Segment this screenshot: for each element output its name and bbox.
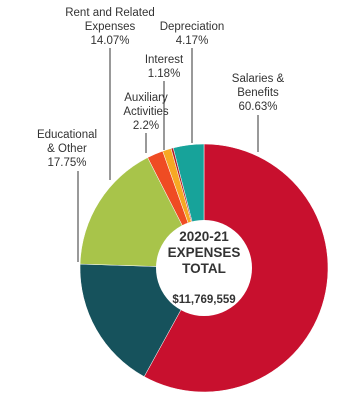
rent-label-line-2: Expenses bbox=[85, 21, 136, 33]
donut-slices bbox=[79, 143, 329, 393]
rent-value: 14.07% bbox=[90, 35, 129, 47]
auxiliary-label-line-1: Auxiliary bbox=[124, 92, 168, 104]
auxiliary-value: 2.2% bbox=[133, 120, 159, 132]
salaries-value: 60.63% bbox=[238, 101, 277, 113]
donut-hole bbox=[156, 220, 252, 316]
salaries-label-line-1: Salaries & bbox=[232, 73, 285, 85]
depreciation-label: Depreciation bbox=[160, 21, 225, 33]
depreciation-value: 4.17% bbox=[176, 35, 209, 47]
rent-label-line-1: Rent and Related bbox=[65, 7, 155, 19]
center-title-line-3: TOTAL bbox=[182, 261, 226, 276]
educational-value: 17.75% bbox=[47, 157, 86, 169]
interest-label: Interest bbox=[145, 54, 184, 66]
center-label: 2020-21 EXPENSES TOTAL $11,769,559 bbox=[168, 229, 241, 306]
auxiliary-label-line-2: Activities bbox=[123, 106, 169, 118]
slice-labels: Rent and Related Expenses 14.07% Depreci… bbox=[37, 7, 285, 262]
educational-label-line-2: & Other bbox=[47, 143, 87, 155]
center-total: $11,769,559 bbox=[172, 294, 235, 306]
salaries-label-line-2: Benefits bbox=[237, 87, 279, 99]
interest-value: 1.18% bbox=[148, 68, 181, 80]
center-title-line-2: EXPENSES bbox=[168, 245, 241, 260]
center-title-line-1: 2020-21 bbox=[179, 229, 229, 244]
educational-label-line-1: Educational bbox=[37, 129, 97, 141]
